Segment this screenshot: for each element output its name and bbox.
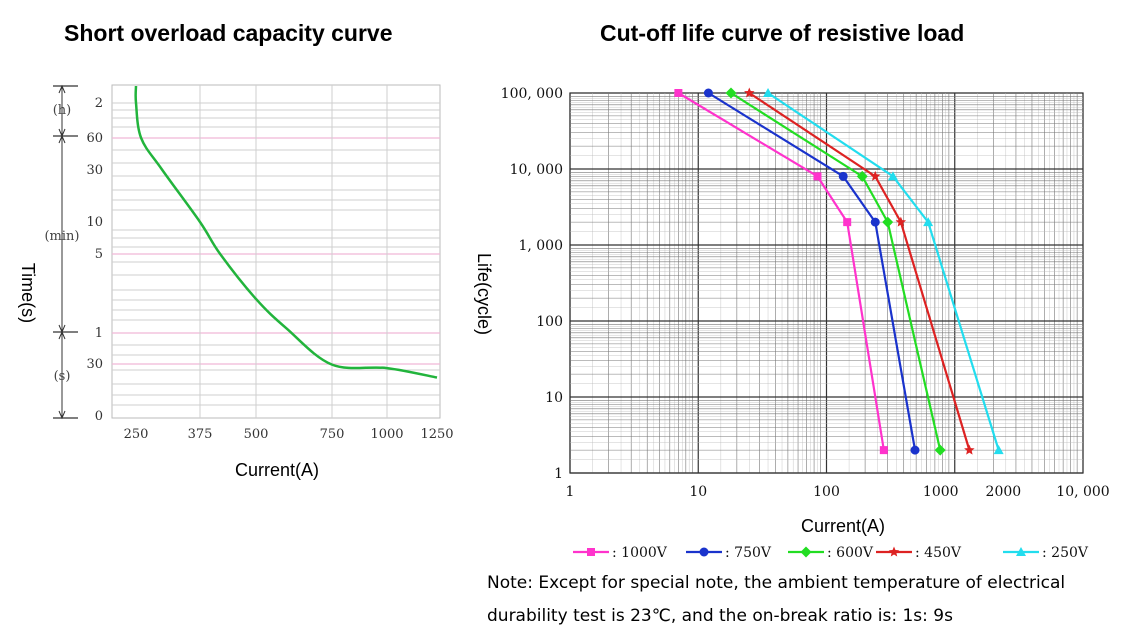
chart2-x-tick-label: 1 <box>566 484 575 500</box>
chart2-series-line <box>767 92 1000 451</box>
chart2-data-point <box>763 88 774 97</box>
chart2-legend-label: : 250V <box>1042 545 1089 561</box>
chart1-title: Short overload capacity curve <box>64 20 393 46</box>
chart2-legend: : 1000V : 750V : 600V : 450V : 250V <box>573 545 1089 561</box>
chart1-unit-axis <box>53 84 78 420</box>
chart1-y-tick-label: 2 <box>95 96 103 111</box>
chart2-plot-area <box>569 92 1084 474</box>
chart1-y-tick-label: 30 <box>86 357 103 372</box>
chart2-data-point <box>813 172 822 181</box>
chart1-unit-axis-arrow <box>58 84 66 94</box>
chart2-data-point <box>964 444 975 455</box>
chart2-data-point <box>870 217 880 227</box>
chart2-legend-label: : 450V <box>915 545 962 561</box>
chart2-legend-label: : 1000V <box>612 545 668 561</box>
chart2-data-point <box>744 87 755 98</box>
chart1-frame <box>111 84 441 419</box>
chart2-x-tick-label: 100 <box>813 484 840 500</box>
chart2-data-point <box>895 216 907 227</box>
chart2-legend-marker <box>888 546 900 557</box>
chart2-legend-label: : 750V <box>725 545 772 561</box>
chart2-series-line <box>730 92 942 451</box>
chart1-y-axis-label: Time(s) <box>18 263 38 323</box>
chart2-title: Cut-off life curve of resistive load <box>600 20 965 46</box>
chart2-series-4 <box>763 88 1004 455</box>
chart2-y-axis-label: Life(cycle) <box>474 253 494 335</box>
chart2-x-tick-label: 10, 000 <box>1056 484 1109 500</box>
chart2-legend-marker <box>587 548 595 556</box>
chart2-legend-item: : 750V <box>686 545 772 561</box>
chart2-series-3 <box>744 87 975 455</box>
chart1-y-tick-label: 5 <box>95 247 103 262</box>
chart2-data-point <box>882 216 894 228</box>
chart1-x-tick-label: 375 <box>188 427 213 442</box>
chart2-data-point <box>910 445 920 455</box>
chart1-unit-label: (min) <box>44 229 79 244</box>
chart2-legend-label: : 600V <box>827 545 874 561</box>
chart2-series-0 <box>674 89 888 455</box>
chart2-y-tick-label: 1 <box>554 466 563 482</box>
chart1-x-tick-label: 250 <box>124 427 149 442</box>
chart2-series-line <box>748 92 971 451</box>
chart2-y-tick-label: 1, 000 <box>518 238 563 254</box>
chart2-legend-item: : 450V <box>876 545 962 561</box>
chart2-y-tick-label: 100, 000 <box>501 86 563 102</box>
chart2-data-point <box>887 171 898 181</box>
note-line-2: durability test is 23℃, and the on-break… <box>487 606 953 626</box>
chart2-data-point <box>674 89 683 97</box>
chart2-data-point <box>934 444 946 456</box>
chart2-series-line <box>707 92 917 451</box>
chart1-series-line <box>134 85 438 379</box>
chart2-x-tick-label: 1000 <box>923 484 959 500</box>
chart2-data-point <box>838 171 848 181</box>
chart1-unit-axis-arrow <box>58 134 66 144</box>
chart1-unit-label: (s) <box>54 369 71 384</box>
chart1-x-tick-label: 1250 <box>420 427 453 442</box>
chart2-data-point <box>856 170 868 182</box>
chart2-legend-item: : 600V <box>788 545 874 561</box>
chart2-x-axis-label: Current(A) <box>801 516 885 536</box>
chart2-legend-marker <box>800 546 812 558</box>
note-line-1: Note: Except for special note, the ambie… <box>487 573 1066 593</box>
chart1-y-tick-label: 30 <box>86 163 103 178</box>
chart2-data-point <box>703 88 713 98</box>
chart2-legend-marker <box>699 547 709 557</box>
chart2-series-line <box>677 92 885 451</box>
chart1-y-tick-label: 60 <box>86 131 103 146</box>
chart2-y-tick-label: 10 <box>545 390 563 406</box>
chart2-data-point <box>923 217 934 227</box>
chart2-y-tick-label: 100 <box>536 314 563 330</box>
chart2-data-point <box>879 446 888 455</box>
chart2-legend-item: : 1000V <box>573 545 668 561</box>
chart2-data-point <box>725 87 737 99</box>
chart2-series-2 <box>725 87 946 456</box>
chart1-y-tick-label: 0 <box>95 409 103 424</box>
chart2-data-point <box>843 218 852 227</box>
chart1-unit-axis-arrow <box>58 330 66 340</box>
chart1-x-tick-label: 500 <box>244 427 269 442</box>
chart2-x-tick-label: 2000 <box>986 484 1022 500</box>
chart2-data-point <box>870 170 881 181</box>
chart1-x-tick-label: 1000 <box>370 427 403 442</box>
chart1-unit-label: (h) <box>53 103 72 118</box>
chart2-x-tick-label: 10 <box>689 484 707 500</box>
chart1-x-axis-label: Current(A) <box>235 460 319 480</box>
chart2-data-point <box>993 445 1004 455</box>
chart2-legend-item: : 250V <box>1003 545 1089 561</box>
chart1-plot-area <box>111 84 441 419</box>
chart1-x-tick-label: 750 <box>320 427 345 442</box>
chart1-y-tick-label: 1 <box>95 326 103 341</box>
chart2-y-tick-label: 10, 000 <box>510 162 563 178</box>
chart1-unit-axis-arrow <box>58 410 66 420</box>
chart1-y-tick-label: 10 <box>86 215 103 230</box>
chart2-legend-marker <box>1016 547 1026 556</box>
chart2-series-1 <box>703 88 920 455</box>
